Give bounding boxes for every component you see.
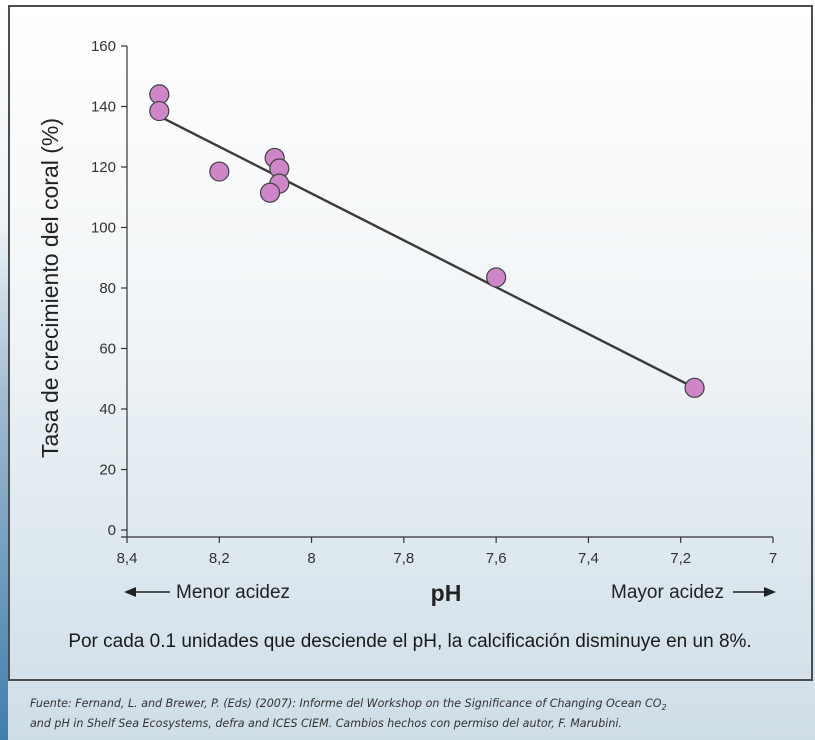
right-arrow-head-icon	[764, 587, 776, 597]
data-point	[684, 377, 705, 398]
x-tick-label: 7,6	[486, 550, 507, 567]
y-tick-label: 160	[91, 38, 116, 55]
source-line-1: Fuente: Fernand, L. and Brewer, P. (Eds)…	[30, 697, 662, 710]
data-point	[259, 182, 281, 203]
x-tick-label: 7	[769, 550, 777, 567]
y-tick-label: 0	[108, 522, 116, 539]
y-tick-label: 80	[99, 280, 116, 297]
left-arrow-head-icon	[124, 587, 136, 597]
chart-svg: 0 20 40 60 80 100 120 140 160 8,4 8,2 8 7,8 7,6 7,4 7,2…	[37, 38, 777, 606]
source-citation: Fuente: Fernand, L. and Brewer, P. (Eds)…	[30, 696, 800, 732]
x-tick-label: 7,4	[578, 550, 599, 567]
y-tick-label: 40	[99, 401, 116, 418]
chart-caption: Por cada 0.1 unidades que desciende el p…	[68, 631, 752, 652]
x-tick-label: 8,4	[117, 550, 138, 567]
source-line-1-subscript: 2	[661, 703, 667, 713]
y-tick-label: 60	[99, 341, 116, 358]
x-tick-label: 7,2	[670, 550, 691, 567]
left-annotation: Menor acidez	[176, 582, 290, 603]
x-tick-label: 8,2	[209, 550, 230, 567]
x-tick-label: 8	[307, 550, 315, 567]
x-axis-title: pH	[431, 580, 462, 606]
trend-line	[163, 117, 696, 389]
data-point	[486, 267, 507, 288]
y-axis-title: Tasa de crecimiento del coral (%)	[37, 118, 63, 458]
source-line-2: and pH in Shelf Sea Ecosystems, defra an…	[30, 717, 622, 731]
y-tick-label: 120	[91, 159, 116, 176]
y-tick-label: 20	[99, 462, 116, 479]
decorative-left-strip	[0, 0, 8, 740]
y-tick-label: 100	[91, 220, 116, 237]
right-annotation: Mayor acidez	[611, 582, 724, 603]
chart-frame	[8, 5, 813, 681]
y-tick-label: 140	[91, 99, 116, 116]
data-point	[149, 100, 170, 122]
x-tick-label: 7,8	[393, 550, 414, 567]
data-point	[209, 161, 230, 182]
